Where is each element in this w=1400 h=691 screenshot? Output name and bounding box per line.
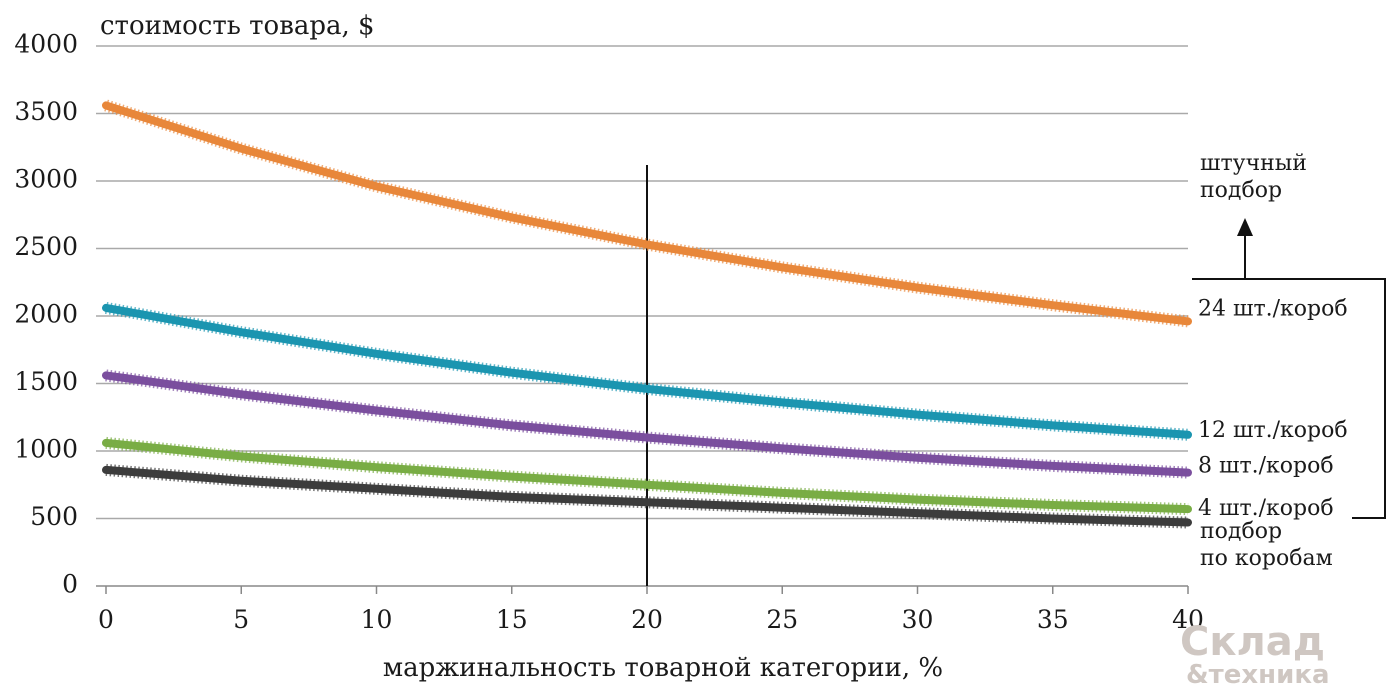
logo: Склад &техника — [1180, 619, 1330, 690]
annotation-top: штучный подбор — [1200, 151, 1307, 203]
x-tick-40: 40 — [1172, 605, 1204, 634]
x-tick-20: 20 — [631, 605, 663, 634]
x-tick-35: 35 — [1037, 605, 1069, 634]
y-tick-2000: 2000 — [14, 300, 78, 329]
y-tick-3500: 3500 — [14, 97, 78, 126]
series-lines — [102, 99, 1192, 529]
x-tick-labels: 0 5 10 15 20 25 30 35 40 — [98, 586, 1204, 634]
x-tick-5: 5 — [233, 605, 249, 634]
series-label-0: 24 шт./короб — [1198, 296, 1348, 321]
bracket — [1192, 232, 1386, 519]
y-axis-title: стоимость товара, $ — [100, 11, 375, 41]
y-tick-3000: 3000 — [14, 165, 78, 194]
y-tick-2500: 2500 — [14, 232, 78, 261]
y-tick-4000: 4000 — [14, 30, 78, 59]
x-tick-15: 15 — [496, 605, 528, 634]
y-tick-1500: 1500 — [14, 367, 78, 396]
x-axis-title: маржинальность товарной категории, % — [383, 653, 943, 683]
series-line-texture-3 — [105, 436, 1189, 516]
grid-lines — [96, 45, 1188, 520]
x-tick-0: 0 — [98, 605, 114, 634]
annotation-top-line1: штучный — [1200, 151, 1307, 176]
logo-line1: Склад — [1180, 619, 1325, 665]
y-tick-labels: 0 500 1000 1500 2000 2500 3000 3500 4000 — [14, 30, 78, 599]
x-tick-30: 30 — [902, 605, 934, 634]
annotation-top-line2: подбор — [1200, 178, 1282, 203]
x-tick-10: 10 — [361, 605, 393, 634]
y-tick-0: 0 — [62, 570, 78, 599]
x-tick-25: 25 — [766, 605, 798, 634]
annotation-bottom-line1: подбор — [1200, 519, 1282, 544]
series-line-texture-0 — [104, 99, 1189, 328]
arrow-up-icon — [1237, 218, 1253, 236]
series-line-texture-4 — [105, 463, 1189, 529]
series-line-texture-2 — [105, 369, 1189, 479]
annotation-bottom: подбор по коробам — [1200, 519, 1333, 571]
logo-line2: &техника — [1186, 660, 1330, 690]
y-tick-500: 500 — [30, 502, 78, 531]
series-label-1: 12 шт./короб — [1198, 418, 1348, 443]
series-line-texture-1 — [104, 301, 1189, 441]
y-tick-1000: 1000 — [14, 435, 78, 464]
series-label-3: 4 шт./короб — [1198, 496, 1334, 521]
annotation-bottom-line2: по коробам — [1200, 546, 1333, 571]
series-labels: 24 шт./короб 12 шт./короб 8 шт./короб 4 шт.… — [1198, 296, 1348, 521]
series-label-2: 8 шт./короб — [1198, 454, 1334, 479]
